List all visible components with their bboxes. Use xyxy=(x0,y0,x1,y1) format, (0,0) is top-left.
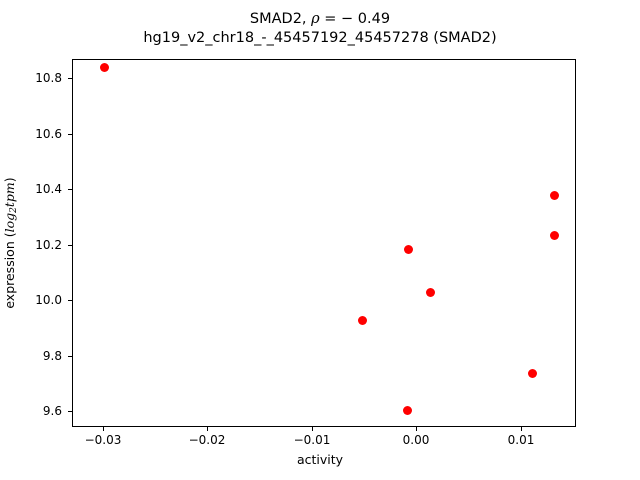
rho-symbol: ρ xyxy=(311,11,320,27)
y-axis-label-unit: tpm xyxy=(2,182,17,208)
data-point xyxy=(357,316,367,326)
data-point xyxy=(527,368,537,378)
title-gene-and-rho-prefix: SMAD2, xyxy=(249,11,312,27)
data-point xyxy=(549,230,559,240)
y-axis-label-subscript: 2 xyxy=(9,207,19,213)
y-tick-mark xyxy=(68,78,72,79)
y-tick-label: 9.8 xyxy=(42,349,62,363)
x-tick-label: 0.00 xyxy=(402,433,430,447)
x-tick-mark xyxy=(416,427,417,431)
x-tick-label: −0.01 xyxy=(293,433,331,447)
x-tick-mark xyxy=(103,427,104,431)
y-tick-mark xyxy=(68,411,72,412)
y-tick-mark xyxy=(68,356,72,357)
y-tick-mark xyxy=(68,300,72,301)
y-axis-label: expression (log2tpm) xyxy=(0,59,20,427)
plot-area xyxy=(72,59,576,427)
y-axis-label-log: log xyxy=(2,212,17,233)
x-tick-label: −0.03 xyxy=(84,433,122,447)
title-rho-value: = − 0.49 xyxy=(319,11,391,27)
y-tick-label: 10.4 xyxy=(35,182,62,196)
x-axis-label: activity xyxy=(296,452,344,467)
y-axis-label-prefix: expression ( xyxy=(2,232,17,309)
y-tick-label: 10.0 xyxy=(35,293,62,307)
x-tick-label: −0.02 xyxy=(188,433,226,447)
y-axis-label-suffix: ) xyxy=(2,177,17,183)
data-points-layer xyxy=(73,60,575,426)
y-tick-label: 10.2 xyxy=(35,238,62,252)
y-tick-mark xyxy=(68,189,72,190)
y-tick-mark xyxy=(68,134,72,135)
data-point xyxy=(99,62,109,72)
x-tick-mark xyxy=(312,427,313,431)
chart-title: SMAD2, ρ = − 0.49 hg19_v2_chr18_-_454571… xyxy=(0,10,640,48)
y-tick-label: 9.6 xyxy=(42,404,62,418)
data-point xyxy=(402,405,412,415)
y-tick-label: 10.6 xyxy=(35,127,62,141)
chart-title-line-1: SMAD2, ρ = − 0.49 xyxy=(0,10,640,29)
x-tick-mark xyxy=(207,427,208,431)
data-point xyxy=(425,288,435,298)
x-tick-mark xyxy=(521,427,522,431)
chart-title-line-2: hg19_v2_chr18_-_45457192_45457278 (SMAD2… xyxy=(143,30,497,46)
data-point xyxy=(549,190,559,200)
x-tick-label: 0.01 xyxy=(507,433,535,447)
y-tick-label: 10.8 xyxy=(35,71,62,85)
data-point xyxy=(403,245,413,255)
y-tick-mark xyxy=(68,245,72,246)
